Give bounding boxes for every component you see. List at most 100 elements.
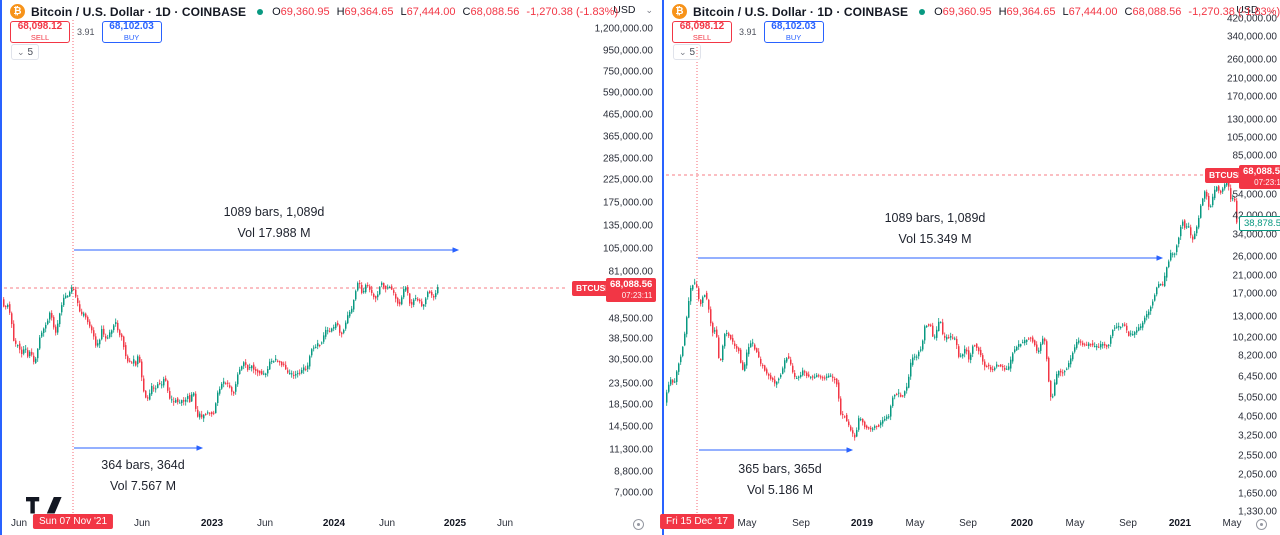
measure-volume-text: Vol 15.349 M [898, 232, 972, 247]
currency-axis-dropdown[interactable]: USD ⌄ [613, 4, 653, 16]
bitcoin-logo-icon: ₿ [672, 4, 687, 19]
price-tick-label: 1,330.00 [1238, 506, 1277, 518]
high-label: H [336, 5, 345, 18]
time-tick-label: May [737, 518, 757, 529]
quantity-dropdown[interactable]: ⌄ 5 [673, 44, 702, 60]
price-tick-label: 34,000.00 [1232, 229, 1278, 240]
symbol-title[interactable]: Bitcoin / U.S. Dollar · 1D · COINBASE [693, 4, 909, 19]
sell-button[interactable]: 68,098.12 SELL [672, 21, 732, 43]
price-tick-label: 6,450.00 [1238, 371, 1277, 383]
measure-annotation: 1089 bars, 1,089d Vol 15.349 M [885, 208, 986, 251]
chart-canvas[interactable] [664, 0, 1280, 535]
open-value: 69,360.95 [942, 5, 992, 18]
time-tick-label: Sep [959, 518, 977, 529]
trade-widget: 68,098.12 SELL 3.91 68,102.03 BUY [10, 21, 162, 43]
price-tick-label: 30,500.00 [608, 354, 654, 366]
open-label: O [272, 5, 281, 18]
high-label: H [998, 5, 1007, 18]
price-tick-label: 11,300.00 [609, 444, 653, 456]
symbol-price-tag: BTCUSD [572, 281, 616, 296]
price-tick-label: 420,000.00 [1226, 13, 1277, 25]
axis-settings-icon[interactable] [633, 519, 644, 530]
bar-countdown: 07:23:11 [621, 290, 653, 300]
price-tick-label: 38,500.00 [608, 333, 654, 345]
change-value: -1,270.38 (-1.83%) [1188, 5, 1280, 18]
measure-bars-text: 1089 bars, 1,089d [223, 205, 325, 219]
ohlc-values: O69,360.95 H69,364.65 L67,444.00 C68,088… [934, 6, 1280, 18]
price-tick-label: 1,650.00 [1238, 488, 1277, 499]
last-price-label: 68,088.56 07:23:11 [606, 278, 657, 303]
price-tick-label: 340,000.00 [1226, 31, 1277, 43]
sell-label: SELL [30, 33, 50, 43]
quantity-value: 5 [27, 46, 34, 58]
sell-price: 68,098.12 [679, 21, 725, 33]
price-tick-label: 14,500.00 [608, 421, 654, 433]
price-tick-label: 130,000.00 [1226, 114, 1277, 126]
price-tick-label: 7,000.00 [614, 487, 653, 499]
price-tick-label: 2,050.00 [1238, 469, 1277, 481]
sell-button[interactable]: 68,098.12 SELL [10, 21, 70, 43]
price-tick-label: 225,000.00 [602, 174, 653, 186]
low-label: L [400, 5, 407, 18]
currency-label: USD [613, 4, 636, 16]
tradingview-logo[interactable] [26, 497, 62, 514]
symbol-price-tag: BTCUSD [1205, 168, 1249, 183]
price-tick-label: 21,000.00 [1232, 270, 1278, 282]
low-value: 67,444.00 [1068, 5, 1118, 18]
low-value: 67,444.00 [406, 5, 456, 18]
high-value: 69,364.65 [344, 5, 394, 18]
price-tick-label: 54,000.00 [1232, 189, 1278, 201]
symbol-header: ₿ Bitcoin / U.S. Dollar · 1D · COINBASE … [672, 4, 1280, 19]
price-tick-label: 1,200,000.00 [594, 23, 653, 35]
price-tick-label: 17,000.00 [1232, 288, 1278, 300]
measure-annotation: 1089 bars, 1,089d Vol 17.988 M [224, 202, 325, 245]
price-tick-label: 465,000.00 [602, 109, 653, 121]
buy-button[interactable]: 68,102.03 BUY [101, 21, 162, 43]
price-tick-label: 175,000.00 [602, 197, 653, 209]
ohlc-values: O69,360.95 H69,364.65 L67,444.00 C68,088… [272, 6, 618, 18]
price-chart-svg [666, 20, 1239, 515]
axis-settings-icon[interactable] [1256, 519, 1267, 530]
measure-volume-text: Vol 5.186 M [746, 483, 813, 498]
measure-annotation: 365 bars, 365d Vol 5.186 M [738, 459, 821, 502]
time-tick-label: Sep [792, 518, 810, 529]
quantity-dropdown[interactable]: ⌄ 5 [11, 44, 40, 60]
chevron-down-icon: ⌄ [679, 46, 687, 57]
price-tick-label: 105,000.00 [1226, 132, 1277, 144]
time-tick-label: Jun [378, 518, 396, 529]
currency-axis-dropdown[interactable]: USD ⌄ [1236, 4, 1276, 16]
chart-panel-left: ₿ Bitcoin / U.S. Dollar · 1D · COINBASE … [0, 0, 662, 535]
symbol-title[interactable]: Bitcoin / U.S. Dollar · 1D · COINBASE [31, 4, 247, 19]
price-tick-label: 81,000.00 [608, 266, 654, 278]
chart-canvas[interactable] [2, 0, 662, 535]
price-tick-label: 750,000.00 [602, 66, 653, 78]
time-tick-label: Jun [133, 518, 151, 529]
price-tick-label: 2,550.00 [1238, 450, 1277, 462]
price-tick-label: 365,000.00 [602, 131, 653, 143]
time-tick-label: May [1065, 518, 1085, 529]
currency-label: USD [1236, 4, 1259, 16]
time-tick-label: 2023 [200, 518, 224, 529]
buy-button[interactable]: 68,102.03 BUY [763, 21, 824, 43]
high-value: 69,364.65 [1006, 5, 1056, 18]
chevron-down-icon: ⌄ [17, 46, 25, 57]
price-tick-label: 950,000.00 [602, 45, 653, 56]
market-open-dot[interactable] [257, 8, 264, 15]
chart-panel-right: ₿ Bitcoin / U.S. Dollar · 1D · COINBASE … [660, 0, 1280, 535]
time-tick-label: May [1222, 518, 1242, 529]
bar-countdown: 07:23:10 [1254, 177, 1280, 187]
price-tick-label: 10,200.00 [1232, 332, 1278, 344]
close-value: 68,088.56 [1132, 5, 1182, 18]
close-value: 68,088.56 [470, 5, 520, 18]
last-price-value: 68,088.56 [1243, 166, 1280, 177]
time-tick-label: 2025 [443, 518, 467, 529]
price-tick-label: 135,000.00 [602, 220, 653, 232]
price-tick-label: 260,000.00 [1226, 54, 1277, 66]
spread-value: 3.91 [739, 27, 757, 37]
time-tick-label: 2019 [850, 518, 874, 529]
market-open-dot[interactable] [919, 8, 926, 15]
time-tick-label: 2024 [322, 518, 346, 529]
price-tick-label: 105,000.00 [602, 243, 653, 255]
measure-volume-text: Vol 17.988 M [237, 226, 311, 241]
